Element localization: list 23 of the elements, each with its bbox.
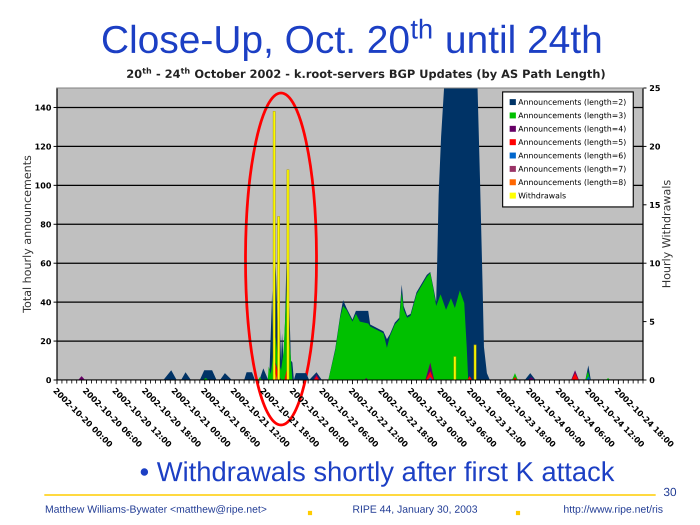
y-tick-label: 20 [40, 338, 52, 344]
text: http://www.ripe.net/ris [564, 505, 663, 515]
y2-tick-label: 20 [650, 143, 660, 150]
y-tick-label: 140 [36, 104, 52, 111]
y2-tick-label: 5 [650, 318, 654, 325]
y2-tick-label: 15 [650, 202, 660, 208]
y-tick-label: 60 [40, 260, 52, 266]
chart-title: Close-Up, Oct. 20$^{th}$ until 24th [102, 18, 600, 61]
y-tick-label: 0 [46, 377, 52, 384]
y-tick-label: 80 [40, 221, 52, 228]
y-tick-label: 100 [36, 182, 52, 189]
text: Matthew Williams-Bywater <matthew@ripe.net> [46, 505, 266, 515]
text: 30 [664, 488, 676, 496]
y2-tick-label: 0 [650, 377, 654, 384]
y-tick-label: 120 [36, 143, 52, 150]
y-tick-label: 40 [40, 299, 52, 306]
y2-tick-label: 10 [650, 260, 660, 266]
y-axis-title: Total hourly announcements [22, 156, 34, 313]
y2-axis-title: Hourly Withdrawals [662, 180, 673, 288]
y2-tick-label: 25 [650, 85, 660, 92]
text: • Withdrawals shortly after first K attack [140, 461, 614, 487]
text: RIPE 44, January 30, 2003 [353, 505, 478, 515]
chart-subtitle: 20$^{th}$ - 24$^{th}$ October 2002 - k.root-servers BGP Updates (by AS Path Length) [127, 68, 605, 80]
